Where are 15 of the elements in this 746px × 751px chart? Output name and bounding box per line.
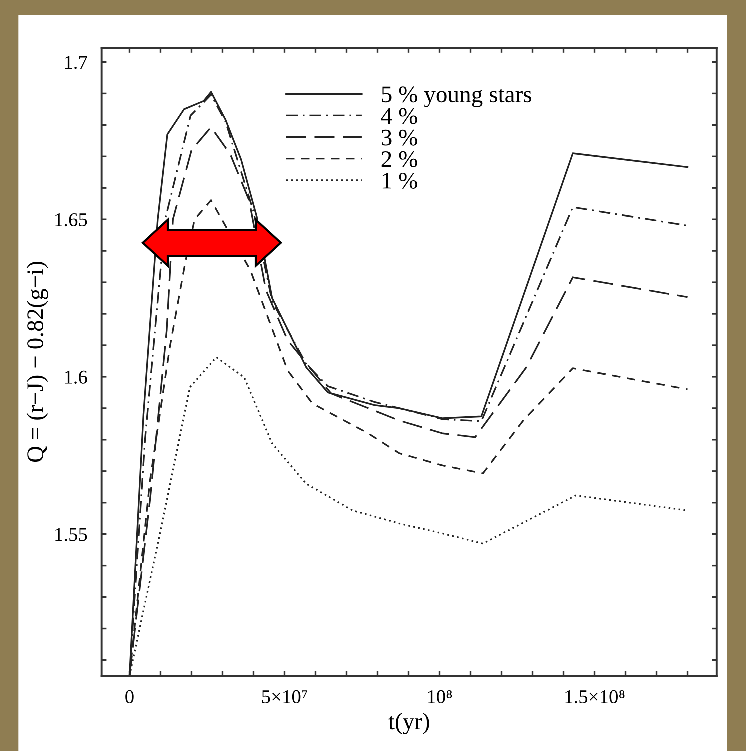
x-tick-label: 1.5×10⁸	[566, 690, 625, 704]
y-tick-label: 1.65	[56, 213, 88, 227]
legend-label: 4 %	[381, 108, 418, 124]
x-tick-label: 5×10⁷	[262, 690, 308, 704]
x-tick-label: 10⁸	[428, 690, 452, 704]
y-tick-label: 1.6	[65, 370, 88, 384]
y-tick-label: 1.55	[56, 528, 88, 542]
legend-label: 2 %	[382, 151, 418, 168]
y-axis-title: Q = (r−J) − 0.82(g−i)	[26, 262, 48, 462]
legend-label: 5 % young stars	[382, 86, 532, 108]
x-tick-label: 0	[126, 690, 134, 704]
legend-label: 3 %	[382, 130, 418, 146]
x-axis-title: t(yr)	[388, 713, 430, 735]
legend-label: 1 %	[382, 172, 418, 189]
y-tick-label: 1.7	[65, 56, 88, 70]
